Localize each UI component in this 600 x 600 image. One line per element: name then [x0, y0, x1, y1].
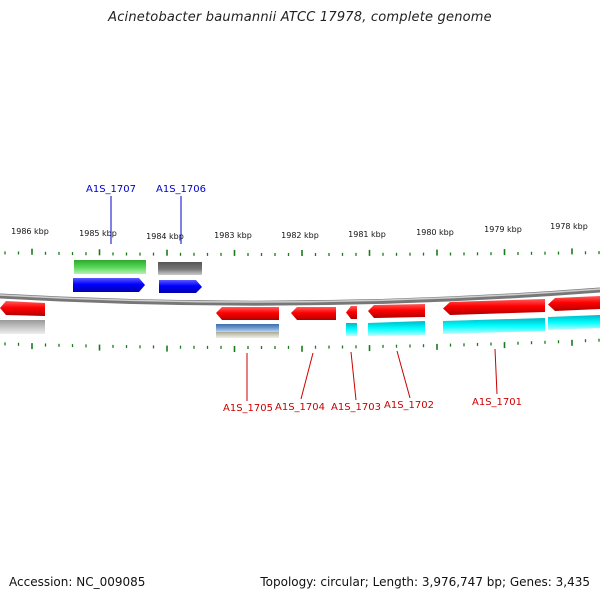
gene-label-a1s-1703[interactable]: A1S_1703 — [331, 402, 381, 413]
reverse-gene-labels: A1S_1705 A1S_1704 A1S_1703 A1S_1702 A1S_… — [223, 397, 522, 414]
gene-arrow-left-partial[interactable] — [0, 301, 45, 316]
scale-label-1981: 1981 kbp — [348, 230, 386, 239]
leader-line-a1s-1703 — [350, 351, 357, 401]
reverse-leader-lines — [246, 348, 498, 401]
feature-bar-left-gray[interactable] — [0, 320, 45, 334]
forward-leader-lines — [110, 196, 182, 244]
scale-labels: 1986 kbp 1985 kbp 1984 kbp 1983 kbp 1982… — [11, 222, 588, 241]
feature-bar-steel[interactable] — [216, 324, 279, 332]
gene-label-a1s-1707[interactable]: A1S_1707 — [86, 184, 136, 195]
feature-bar-cyan-1701[interactable] — [443, 318, 545, 334]
inner-tick-ring — [4, 338, 600, 352]
gene-label-a1s-1702[interactable]: A1S_1702 — [384, 400, 434, 411]
feature-bar-cyan-right[interactable] — [548, 315, 600, 330]
backbone-arc — [0, 287, 600, 306]
genome-summary-text: Topology: circular; Length: 3,976,747 bp… — [260, 575, 590, 589]
feature-bar-green[interactable] — [74, 260, 146, 274]
feature-bar-gray-dark[interactable] — [158, 262, 202, 275]
gene-label-a1s-1704[interactable]: A1S_1704 — [275, 402, 325, 413]
feature-bar-tan[interactable] — [216, 332, 279, 338]
leader-line-a1s-1702 — [396, 350, 411, 399]
leader-line-a1s-1701 — [494, 348, 498, 395]
outer-tick-ring — [4, 248, 600, 256]
gene-label-a1s-1706[interactable]: A1S_1706 — [156, 184, 206, 195]
scale-label-1979: 1979 kbp — [484, 225, 522, 234]
gene-arrow-a1s-1703[interactable] — [346, 306, 357, 319]
gene-arrow-a1s-1707[interactable] — [73, 278, 145, 292]
gene-arrow-a1s-1701[interactable] — [443, 299, 545, 315]
scale-label-1978: 1978 kbp — [550, 222, 588, 231]
gene-label-a1s-1701[interactable]: A1S_1701 — [472, 397, 522, 408]
scale-label-1984: 1984 kbp — [146, 232, 184, 241]
gene-arrow-a1s-1705[interactable] — [216, 307, 279, 320]
feature-bar-cyan-1702[interactable] — [368, 321, 425, 336]
feature-bar-cyan-small[interactable] — [346, 323, 357, 336]
gene-arrow-a1s-1702[interactable] — [368, 304, 425, 318]
gene-label-a1s-1705[interactable]: A1S_1705 — [223, 403, 273, 414]
leader-line-a1s-1704 — [300, 352, 314, 400]
scale-label-1986: 1986 kbp — [11, 227, 49, 236]
map-title: Acinetobacter baumannii ATCC 17978, comp… — [108, 10, 492, 25]
scale-label-1980: 1980 kbp — [416, 228, 454, 237]
scale-label-1983: 1983 kbp — [214, 231, 252, 240]
scale-label-1985: 1985 kbp — [79, 229, 117, 238]
forward-gene-labels: A1S_1707 A1S_1706 — [86, 184, 206, 195]
gene-arrow-right-partial[interactable] — [548, 296, 600, 311]
gene-arrow-a1s-1704[interactable] — [291, 307, 336, 320]
accession-text: Accession: NC_009085 — [9, 575, 146, 589]
scale-label-1982: 1982 kbp — [281, 231, 319, 240]
backbone-highlight — [0, 288, 600, 303]
gene-arrow-a1s-1706[interactable] — [159, 280, 202, 293]
